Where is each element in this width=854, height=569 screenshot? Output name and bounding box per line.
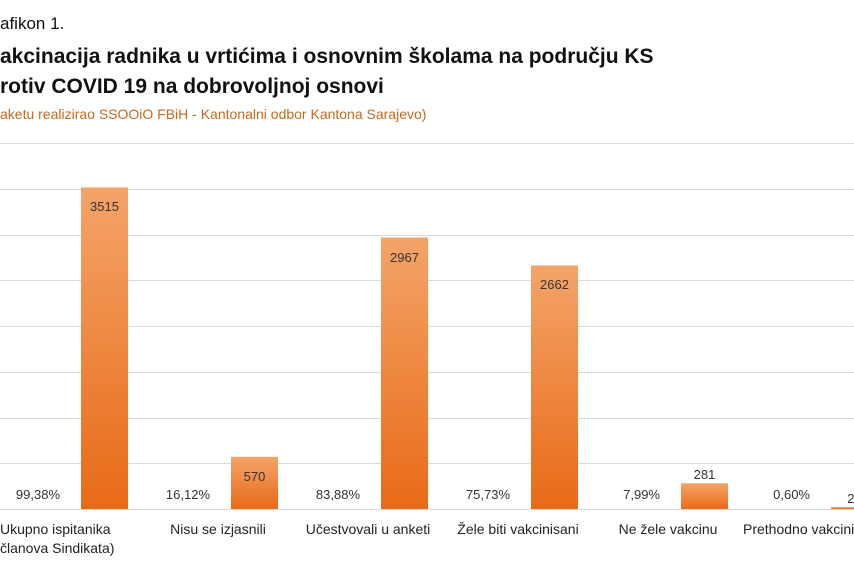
chart-subtitle: aketu realizirao SSOOiO FBiH - Kantonaln… xyxy=(0,106,427,122)
category-label-line: Ukupno ispitanika xyxy=(0,521,111,537)
figure-label: afikon 1. xyxy=(0,14,65,33)
bar-value-label: 3515 xyxy=(90,199,119,215)
bar xyxy=(81,187,128,509)
category-label: Ne žele vakcinu xyxy=(593,520,743,539)
category-label-line: Prethodno vakcinis xyxy=(743,521,854,537)
bar-value-label: 21 xyxy=(847,491,854,507)
category-label: Prethodno vakcinis xyxy=(743,520,854,539)
percent-label: 99,38% xyxy=(15,487,60,502)
category-label: Ukupno ispitanika članova Sindikata) xyxy=(0,520,130,558)
percent-label: 0,60% xyxy=(773,487,810,502)
category-label: Učestvovali u anketi xyxy=(293,520,443,539)
category-label-line: Nisu se izjasnili xyxy=(170,521,266,537)
bar-value-label: 281 xyxy=(693,467,716,483)
bar xyxy=(381,237,428,509)
bar xyxy=(831,507,854,509)
category-label-line: članova Sindikata) xyxy=(0,540,115,556)
category-label: Žele biti vakcinisani xyxy=(443,520,593,539)
category-label: Nisu se izjasnili xyxy=(143,520,293,539)
percent-label: 16,12% xyxy=(165,487,210,502)
chart-title-line-1: akcinacija radnika u vrtićima i osnovnim… xyxy=(0,45,654,68)
bar-value-label: 2967 xyxy=(390,249,419,265)
bar xyxy=(531,265,578,509)
category-label-line: Ne žele vakcinu xyxy=(618,521,718,537)
percent-label: 75,73% xyxy=(465,487,510,502)
bar xyxy=(681,483,728,509)
chart-title-line-2: rotiv COVID 19 na dobrovoljnoj osnovi xyxy=(0,75,384,98)
percent-label: 83,88% xyxy=(315,487,360,502)
chart-title: akcinacija radnika u vrtićima i osnovnim… xyxy=(0,42,854,102)
percent-label: 7,99% xyxy=(623,487,660,502)
bars xyxy=(81,187,854,509)
category-label-line: Žele biti vakcinisani xyxy=(457,521,579,537)
category-label-line: Učestvovali u anketi xyxy=(305,521,431,537)
bar xyxy=(231,456,278,509)
bar-value-label: 2662 xyxy=(540,277,569,293)
bar-value-label: 570 xyxy=(243,468,266,484)
